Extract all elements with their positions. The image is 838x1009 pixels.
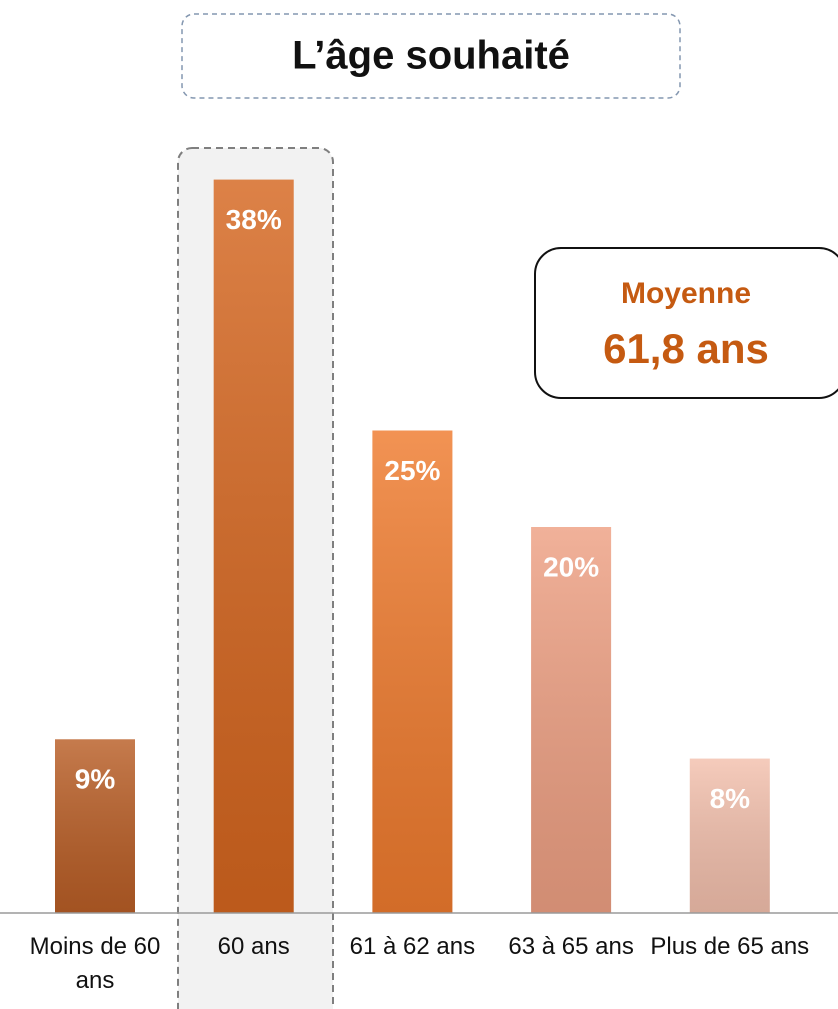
value-label: 8%	[710, 783, 751, 814]
chart-title: L’âge souhaité	[292, 34, 570, 78]
bar-shade	[55, 739, 135, 913]
x-tick-label: 63 à 65 ans	[508, 933, 634, 960]
bar-shade	[689, 758, 770, 913]
value-label: 25%	[384, 455, 440, 486]
mean-value: 61,8 ans	[603, 325, 769, 372]
value-label: 9%	[75, 764, 116, 795]
title-box	[181, 13, 681, 99]
x-tick-label: 61 à 62 ans	[349, 933, 476, 960]
bar-shade	[213, 179, 294, 914]
bar-shade	[531, 527, 612, 913]
value-label: 20%	[543, 551, 599, 582]
x-tick-label: Moins de 60 ans	[29, 933, 161, 994]
bar-shade	[372, 430, 453, 913]
value-label: 38%	[226, 204, 282, 235]
x-tick-label: Plus de 65 ans	[650, 933, 810, 960]
mean-box	[534, 247, 838, 399]
x-tick-label: 60 ans	[217, 933, 290, 960]
mean-title: Moyenne	[621, 277, 751, 310]
